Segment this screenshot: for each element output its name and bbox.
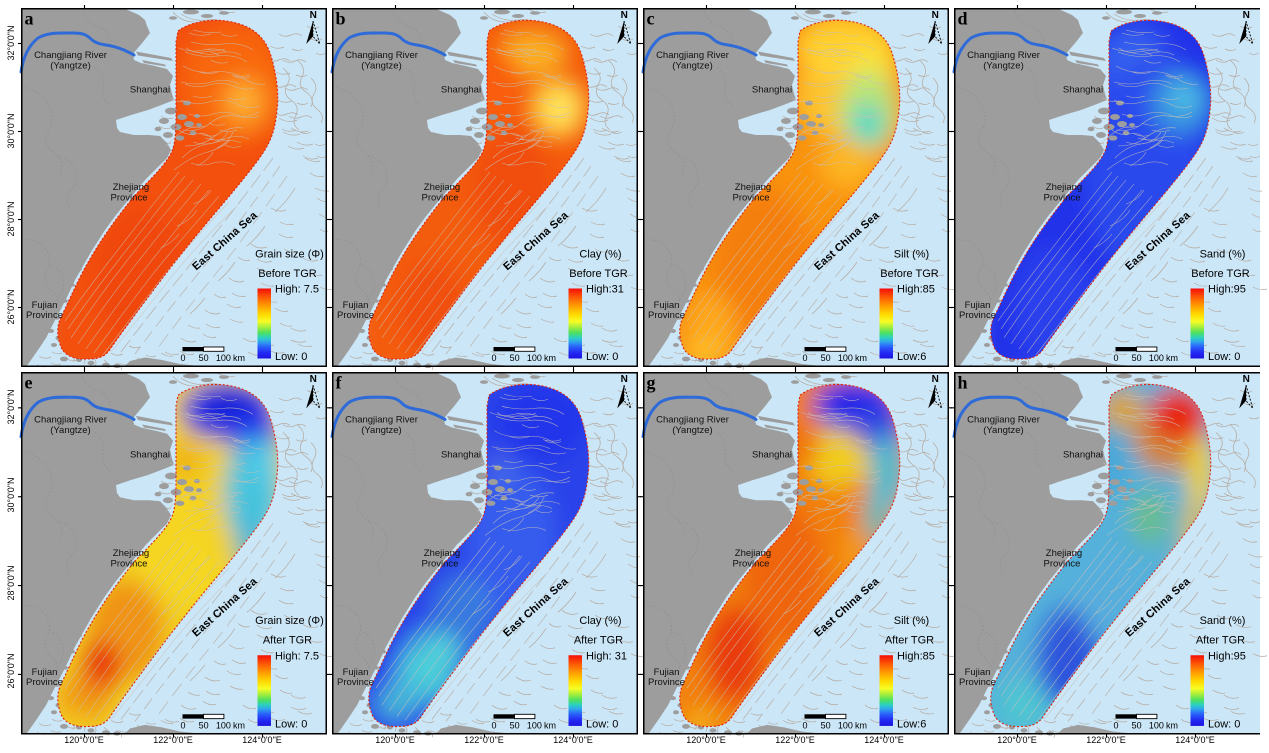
svg-text:f: f	[335, 372, 342, 392]
svg-text:After TGR: After TGR	[262, 634, 311, 646]
svg-text:Before TGR: Before TGR	[569, 268, 628, 280]
svg-text:Clay (%): Clay (%)	[579, 248, 621, 260]
svg-text:h: h	[957, 372, 967, 392]
svg-text:c: c	[646, 8, 654, 28]
svg-text:Low: 0: Low: 0	[1208, 351, 1240, 363]
svg-text:Low: 0: Low: 0	[586, 718, 618, 730]
svg-text:High: 7.5: High: 7.5	[275, 650, 319, 662]
svg-text:Sand (%): Sand (%)	[1199, 614, 1245, 626]
svg-text:Low: 0: Low: 0	[275, 351, 307, 363]
svg-text:Low: 0: Low: 0	[1208, 718, 1240, 730]
svg-text:Silt (%): Silt (%)	[893, 248, 928, 260]
svg-text:e: e	[24, 372, 32, 392]
svg-text:Grain size (Φ): Grain size (Φ)	[255, 248, 324, 260]
svg-text:a: a	[24, 8, 33, 28]
svg-text:High: 7.5: High: 7.5	[275, 283, 319, 295]
svg-text:Sand (%): Sand (%)	[1199, 248, 1245, 260]
svg-text:After TGR: After TGR	[884, 634, 933, 646]
svg-text:After TGR: After TGR	[1195, 634, 1244, 646]
svg-text:High:85: High:85	[897, 650, 935, 662]
svg-text:Silt (%): Silt (%)	[893, 614, 928, 626]
svg-text:Low:6: Low:6	[897, 718, 926, 730]
svg-text:High:31: High:31	[586, 283, 624, 295]
svg-text:g: g	[646, 372, 655, 392]
svg-text:d: d	[957, 8, 967, 28]
svg-text:Low:6: Low:6	[897, 351, 926, 363]
svg-text:High:85: High:85	[897, 283, 935, 295]
svg-text:Before TGR: Before TGR	[258, 268, 317, 280]
svg-text:Low: 0: Low: 0	[275, 718, 307, 730]
svg-text:b: b	[335, 8, 345, 28]
svg-text:Clay (%): Clay (%)	[579, 614, 621, 626]
svg-text:Low: 0: Low: 0	[586, 351, 618, 363]
svg-text:High: 31: High: 31	[586, 650, 627, 662]
svg-text:Before TGR: Before TGR	[880, 268, 939, 280]
svg-text:High:95: High:95	[1208, 650, 1246, 662]
svg-text:Grain size (Φ): Grain size (Φ)	[255, 614, 324, 626]
svg-text:High:95: High:95	[1208, 283, 1246, 295]
svg-text:Before TGR: Before TGR	[1191, 268, 1250, 280]
svg-text:After TGR: After TGR	[573, 634, 622, 646]
